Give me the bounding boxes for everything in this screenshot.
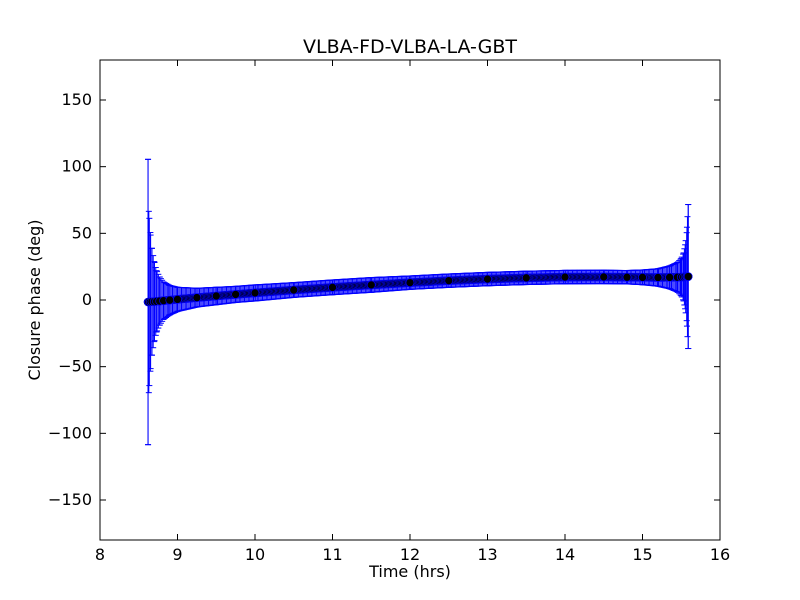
- data-point: [599, 272, 609, 282]
- data-point: [289, 285, 299, 295]
- x-tick-label: 11: [322, 545, 342, 564]
- y-tick-label: −100: [48, 423, 92, 442]
- y-tick-label: 50: [72, 223, 92, 242]
- data-point: [328, 283, 337, 292]
- x-tick-label: 9: [172, 545, 182, 564]
- data-point: [250, 288, 260, 298]
- y-axis-label: Closure phase (deg): [25, 219, 44, 380]
- data-point: [653, 273, 663, 282]
- data-point: [521, 273, 531, 283]
- x-tick-label: 14: [555, 545, 575, 564]
- data-point: [444, 276, 454, 285]
- y-tick-label: 0: [82, 290, 92, 309]
- data-point: [192, 293, 202, 302]
- data-point: [622, 272, 632, 282]
- data-point: [683, 272, 693, 281]
- data-point: [665, 273, 674, 282]
- data-point: [165, 295, 175, 305]
- y-tick-label: 100: [61, 157, 92, 176]
- y-tick-label: −150: [48, 490, 92, 509]
- x-tick-label: 12: [400, 545, 420, 564]
- data-point: [560, 272, 570, 282]
- x-tick-label: 16: [710, 545, 730, 564]
- y-tick-label: −50: [58, 357, 92, 376]
- marker-layer: [143, 272, 693, 307]
- y-axis: −150 −100 −50 0 50 100 150: [48, 90, 720, 509]
- x-axis: 8 9 10 11 12 13 14 15 16: [95, 60, 730, 564]
- x-tick-label: 13: [477, 545, 497, 564]
- data-point: [405, 278, 415, 287]
- x-axis-label: Time (hrs): [368, 562, 451, 581]
- data-point: [231, 290, 240, 299]
- x-tick-label: 8: [95, 545, 105, 564]
- data-point: [638, 273, 647, 282]
- y-tick-label: 150: [61, 90, 92, 109]
- data-point: [173, 295, 182, 304]
- chart-title: VLBA-FD-VLBA-LA-GBT: [303, 36, 517, 58]
- x-tick-label: 10: [245, 545, 265, 564]
- data-point: [211, 291, 221, 301]
- data-point: [366, 280, 376, 290]
- x-tick-label: 15: [632, 545, 652, 564]
- data-point: [483, 274, 492, 284]
